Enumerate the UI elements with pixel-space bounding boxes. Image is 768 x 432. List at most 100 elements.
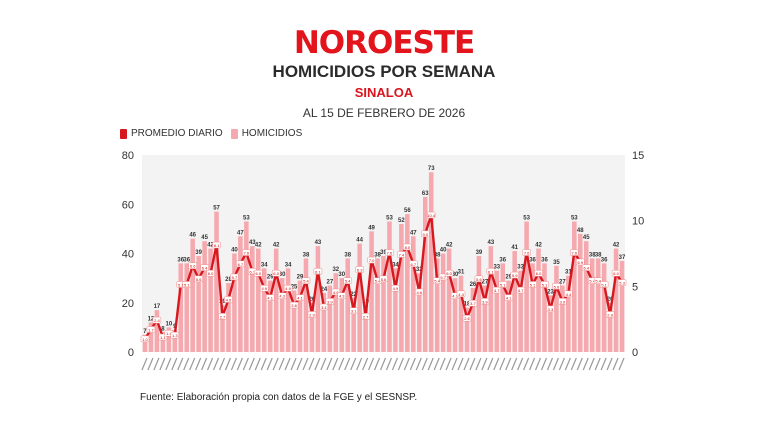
line-label: 5.1: [530, 282, 536, 287]
line-point: [152, 316, 162, 324]
x-tick-mark: [576, 357, 583, 371]
y-left-tick: 40: [122, 249, 134, 261]
bar-label: 35: [553, 260, 560, 266]
y-right-tick: 15: [632, 150, 644, 162]
bar-label: 36: [499, 257, 506, 263]
bar-label: 53: [523, 215, 530, 221]
bar: [560, 285, 565, 352]
x-tick-mark: [397, 357, 404, 371]
x-tick-mark: [332, 357, 339, 371]
line-label: 3.7: [470, 301, 476, 306]
bar-label: 48: [577, 228, 584, 234]
line-point: [301, 277, 311, 284]
bar: [357, 243, 362, 352]
line-point: [528, 281, 537, 288]
line-label: 4.6: [333, 290, 339, 295]
line-point: [271, 269, 281, 277]
legend: PROMEDIO DIARIO HOMICIDIOS: [120, 128, 302, 139]
line-label: 5.0: [554, 284, 560, 289]
line-point: [617, 279, 627, 286]
x-tick-mark: [511, 357, 518, 371]
line-label: 5.6: [476, 277, 482, 282]
line-point: [570, 249, 579, 256]
line-label: 5.1: [178, 282, 184, 287]
bar: [434, 258, 440, 352]
x-tick-mark: [457, 357, 464, 371]
line-point: [552, 283, 561, 290]
line-label: 4.1: [506, 296, 512, 301]
bar: [202, 241, 207, 352]
line-point: [212, 241, 221, 249]
bar-label: 46: [189, 233, 196, 239]
line-label: 7.0: [369, 258, 375, 263]
x-tick-mark: [558, 357, 565, 371]
x-tick-mark: [618, 357, 625, 371]
bar-label: 34: [285, 262, 292, 268]
bar: [279, 278, 285, 352]
bar: [464, 307, 470, 352]
x-tick-mark: [475, 357, 482, 371]
line-label: 5.1: [184, 282, 190, 287]
line-point: [403, 243, 412, 251]
bar: [369, 231, 374, 352]
x-tick-mark: [421, 357, 428, 371]
bar-label: 30: [279, 272, 286, 278]
bar: [470, 287, 476, 352]
line-label: 3.9: [327, 299, 333, 304]
bar: [256, 248, 261, 352]
x-tick-mark: [284, 357, 291, 371]
bar: [184, 263, 189, 352]
line-point: [224, 296, 233, 303]
bar-label: 22: [350, 292, 357, 298]
line-point: [397, 251, 406, 258]
x-tick-mark: [212, 357, 220, 371]
x-tick-mark: [302, 357, 309, 371]
x-tick-mark: [379, 357, 387, 371]
x-tick-mark: [606, 357, 613, 371]
x-tick-mark: [427, 357, 434, 371]
x-tick-mark: [409, 357, 416, 371]
bar-label: 43: [487, 240, 494, 246]
line-point: [581, 264, 591, 271]
bar: [494, 270, 500, 352]
bar: [345, 258, 350, 352]
line-label: 5.4: [589, 279, 595, 284]
line-point: [265, 294, 275, 301]
line-point: [242, 249, 251, 256]
bar-label: 37: [619, 255, 626, 261]
line-label: 4.3: [279, 294, 285, 299]
x-tick-mark: [582, 357, 589, 371]
bar: [548, 295, 553, 352]
chart-title: HOMICIDIOS POR SEMANA: [272, 62, 496, 81]
line-label: 3.9: [482, 299, 488, 304]
x-tick-mark: [439, 357, 446, 371]
x-tick-mark: [469, 357, 476, 371]
bar: [190, 238, 195, 352]
bar: [339, 278, 345, 352]
line-label: 6.1: [315, 269, 321, 274]
bar-label: 42: [255, 243, 262, 249]
line-label: 8.1: [214, 243, 220, 248]
bar: [393, 268, 398, 352]
bar-label: 38: [434, 252, 441, 258]
x-tick-mark: [308, 357, 315, 371]
x-tick-mark: [403, 357, 410, 371]
bar: [583, 241, 589, 352]
bar-label: 8: [161, 326, 165, 332]
x-tick-mark: [612, 357, 619, 371]
x-tick-mark: [224, 357, 232, 371]
line-label: 6.0: [208, 271, 214, 276]
bar: [482, 285, 488, 352]
x-tick-mark: [588, 357, 595, 371]
line-label: 1.3: [172, 333, 178, 338]
line-label: 2.9: [607, 312, 613, 317]
bar: [572, 221, 577, 352]
bar-label: 30: [452, 272, 459, 278]
x-tick-mark: [189, 357, 196, 371]
bar: [381, 255, 386, 352]
x-tick-mark: [260, 357, 267, 371]
line-point: [337, 292, 347, 299]
bar: [613, 248, 619, 352]
line-point: [409, 260, 418, 268]
x-tick-mark: [183, 357, 190, 371]
